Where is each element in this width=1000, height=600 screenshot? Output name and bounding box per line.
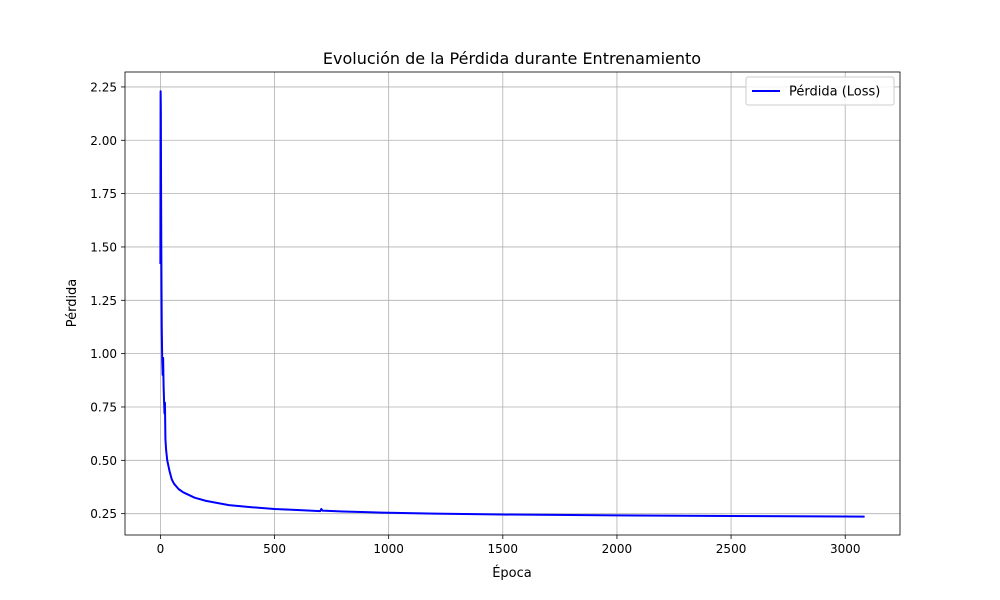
y-tick-label: 0.75 bbox=[90, 400, 117, 414]
x-axis-label: Época bbox=[492, 565, 532, 581]
x-tick-label: 2500 bbox=[716, 542, 747, 556]
legend-box bbox=[745, 76, 895, 106]
y-tick-label: 2.00 bbox=[90, 134, 117, 148]
grid bbox=[125, 72, 900, 535]
x-tick-label: 1500 bbox=[488, 542, 519, 556]
loss-series-line bbox=[159, 90, 865, 518]
series-layer bbox=[159, 90, 865, 518]
y-tick-label: 1.25 bbox=[90, 294, 117, 308]
x-tick-label: 500 bbox=[263, 542, 286, 556]
y-tick-label: 0.50 bbox=[90, 454, 117, 468]
chart-title: Evolución de la Pérdida durante Entrenam… bbox=[323, 49, 701, 68]
y-axis-label: Pérdida bbox=[65, 279, 80, 328]
x-tick-label: 1000 bbox=[373, 542, 404, 556]
x-tick-label: 2000 bbox=[602, 542, 633, 556]
y-tick-label: 1.75 bbox=[90, 187, 117, 201]
x-tick-label: 0 bbox=[157, 542, 165, 556]
y-tick-label: 1.00 bbox=[90, 347, 117, 361]
x-tick-label: 3000 bbox=[830, 542, 861, 556]
y-tick-label: 0.25 bbox=[90, 507, 117, 521]
axis-ticks: 0 500 1000 1500 2000 2500 3000 0.25 0.50 0.75 1.00… bbox=[90, 80, 860, 556]
plot-frame bbox=[124, 71, 901, 536]
legend: Pérdida (Loss) bbox=[745, 76, 895, 106]
y-tick-label: 2.25 bbox=[90, 80, 117, 94]
y-tick-label: 1.50 bbox=[90, 240, 117, 254]
legend-label: Pérdida (Loss) bbox=[789, 85, 880, 100]
